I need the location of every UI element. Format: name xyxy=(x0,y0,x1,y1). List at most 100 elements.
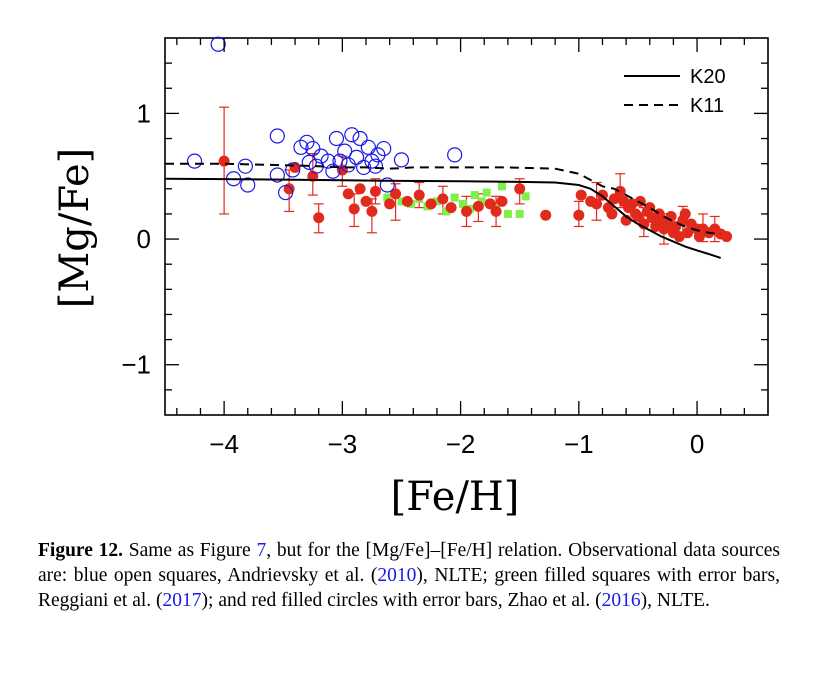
data-point xyxy=(679,208,691,220)
data-point xyxy=(503,209,512,218)
data-point xyxy=(721,231,733,243)
caption-ref-andrievsky[interactable]: 2010 xyxy=(377,565,417,586)
data-point xyxy=(186,153,203,169)
axes xyxy=(164,37,769,416)
data-point xyxy=(673,231,685,243)
data-point xyxy=(445,202,457,214)
caption-text-1: Same as Figure xyxy=(123,540,257,561)
data-point xyxy=(337,143,353,159)
data-point xyxy=(369,185,381,197)
data-point xyxy=(342,188,354,200)
data-point xyxy=(496,195,508,207)
data-point xyxy=(490,205,502,217)
x-axis-label: [Fe/H] xyxy=(391,474,520,520)
plot-frame xyxy=(164,37,769,416)
data-point xyxy=(360,139,376,155)
caption-text-3: ), NLTE; green filled squares with error… xyxy=(38,565,780,611)
data-point xyxy=(383,193,392,202)
data-point xyxy=(366,205,378,217)
data-point xyxy=(285,162,301,178)
blue-open-circles xyxy=(186,36,463,201)
caption-text-4: ); and red filled circles with error bar… xyxy=(201,590,602,611)
data-point xyxy=(442,207,451,216)
data-point xyxy=(364,153,380,169)
data-point xyxy=(379,177,395,193)
data-point xyxy=(313,212,325,224)
y-tick-label: −1 xyxy=(121,350,151,380)
data-point xyxy=(299,134,315,150)
data-point xyxy=(240,177,256,193)
data-point xyxy=(269,128,285,144)
x-tick-label: −3 xyxy=(328,429,358,459)
caption-text-5: ), NLTE. xyxy=(640,590,710,611)
data-point xyxy=(367,158,384,174)
data-point xyxy=(682,227,694,239)
model-lines xyxy=(164,162,722,259)
data-point xyxy=(354,183,366,195)
data-point xyxy=(450,193,459,202)
data-point xyxy=(305,140,321,157)
data-point xyxy=(437,193,449,205)
legend-label-k11: K11 xyxy=(690,95,724,117)
data-point xyxy=(390,188,402,200)
x-tick-label: −4 xyxy=(209,429,239,459)
data-point xyxy=(591,198,603,210)
caption-ref-reggiani[interactable]: 2017 xyxy=(162,590,202,611)
data-point xyxy=(497,182,506,191)
caption-ref-figure[interactable]: 7 xyxy=(256,540,267,561)
data-point xyxy=(340,157,356,173)
data-point xyxy=(484,198,496,210)
data-point xyxy=(348,203,360,215)
data-point xyxy=(210,36,226,52)
data-point xyxy=(360,195,372,207)
data-point xyxy=(278,184,294,201)
y-tick-label: 0 xyxy=(137,224,151,254)
data-point xyxy=(608,193,620,205)
model-line-k20 xyxy=(164,177,722,259)
data-point xyxy=(540,209,552,221)
data-point xyxy=(521,192,530,201)
data-point xyxy=(328,130,345,147)
data-point xyxy=(393,152,410,168)
data-point xyxy=(425,198,437,210)
data-point xyxy=(293,139,309,155)
caption-label: Figure 12. xyxy=(38,540,123,561)
data-point xyxy=(397,197,406,206)
data-point xyxy=(352,130,368,147)
data-point xyxy=(461,205,472,217)
data-point xyxy=(632,210,644,222)
data-point xyxy=(325,163,341,179)
data-point xyxy=(384,198,396,210)
data-point xyxy=(237,158,253,174)
y-axis-label: [Mg/Fe] xyxy=(52,148,98,309)
data-point xyxy=(515,209,524,218)
data-point xyxy=(482,188,491,197)
data-point xyxy=(269,167,285,183)
data-point xyxy=(472,200,484,212)
data-point xyxy=(477,197,486,206)
caption-ref-zhao[interactable]: 2016 xyxy=(601,590,641,611)
figure-caption: Figure 12. Same as Figure 7, but for the… xyxy=(38,538,780,613)
data-point xyxy=(614,185,626,197)
data-point xyxy=(332,153,348,169)
data-point xyxy=(320,153,336,169)
data-point xyxy=(348,149,365,165)
x-tick-label: −2 xyxy=(446,429,476,459)
data-point xyxy=(344,127,360,143)
ticks xyxy=(165,38,768,415)
data-point xyxy=(458,199,467,208)
data-point xyxy=(470,191,479,200)
data-point xyxy=(573,209,585,221)
red-filled-circles xyxy=(218,155,733,243)
data-point xyxy=(575,189,587,201)
data-point xyxy=(626,198,638,210)
x-tick-label: −1 xyxy=(564,429,594,459)
caption-text-2: , but for the [Mg/Fe]–[Fe/H] relation. O… xyxy=(38,540,780,586)
model-line-k11 xyxy=(165,162,721,235)
data-point xyxy=(644,202,656,214)
data-point xyxy=(376,140,392,157)
tick-labels: −4 −3 −2 −1 0 −1 0 1 xyxy=(121,98,704,459)
data-point xyxy=(447,147,463,163)
